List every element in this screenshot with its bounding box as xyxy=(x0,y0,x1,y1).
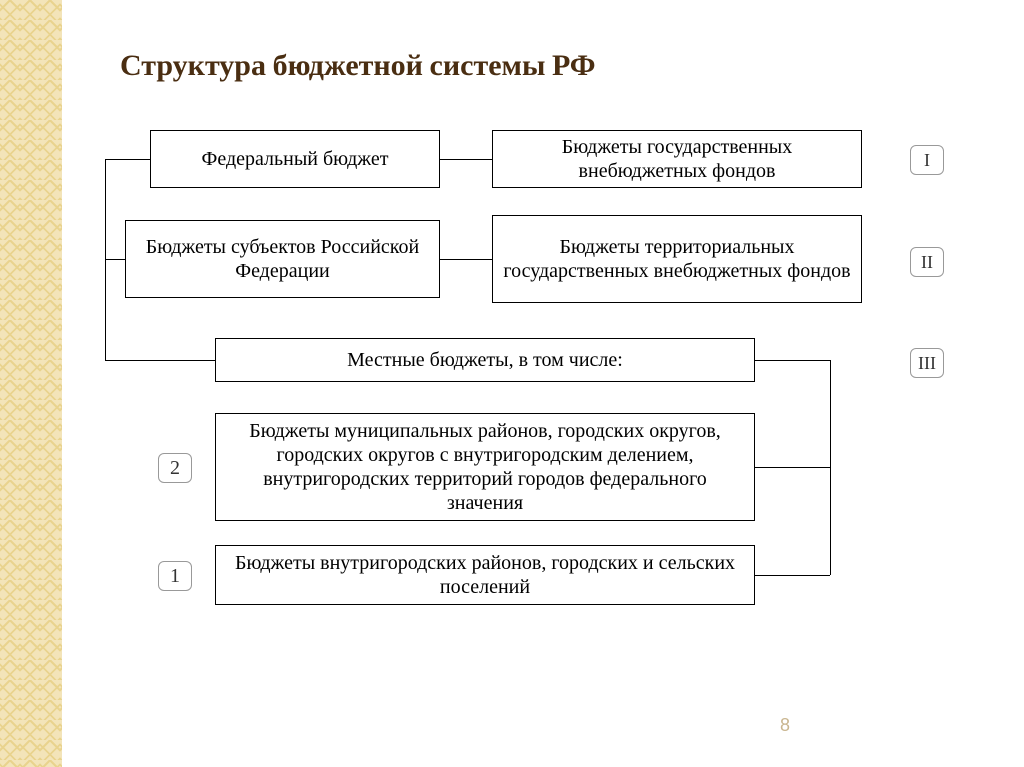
box-settlements: Бюджеты внутригородских районов, городск… xyxy=(215,545,755,605)
connector-local-right-v xyxy=(830,360,831,575)
connector-spine-r1 xyxy=(105,159,150,160)
sublevel-chip-1: 1 xyxy=(158,561,192,591)
connector-local-right-h xyxy=(755,360,830,361)
connector-spine-r3 xyxy=(105,360,215,361)
sublevel-chip-2: 2 xyxy=(158,453,192,483)
box-extrabudget: Бюджеты государственных внебюджетных фон… xyxy=(492,130,862,188)
level-chip-1: I xyxy=(910,145,944,175)
box-municipal: Бюджеты муниципальных районов, городских… xyxy=(215,413,755,521)
box-local: Местные бюджеты, в том числе: xyxy=(215,338,755,382)
level-chip-3: III xyxy=(910,348,944,378)
left-pattern xyxy=(0,0,62,767)
box-subjects: Бюджеты субъектов Российской Федерации xyxy=(125,220,440,298)
connector-subj-territorial-h xyxy=(440,259,492,260)
level-chip-2: II xyxy=(910,247,944,277)
connector-local-to-muni xyxy=(755,467,830,468)
page-number: 8 xyxy=(780,715,790,736)
page-title: Структура бюджетной системы РФ xyxy=(120,48,596,83)
box-federal: Федеральный бюджет xyxy=(150,130,440,188)
connector-fed-extrabudget-h xyxy=(440,159,492,160)
box-territorial: Бюджеты территориальных государственных … xyxy=(492,215,862,303)
connector-local-to-settle xyxy=(755,575,830,576)
connector-spine-r2 xyxy=(105,259,125,260)
